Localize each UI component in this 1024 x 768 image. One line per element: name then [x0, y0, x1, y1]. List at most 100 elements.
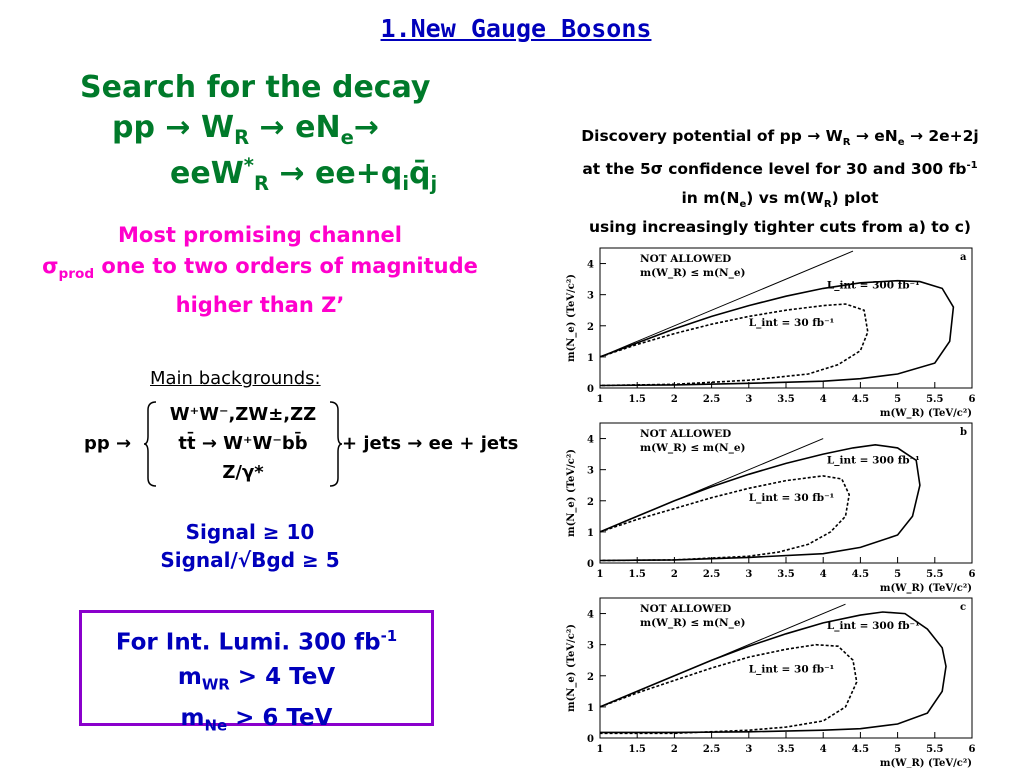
- series-line-0: [599, 250, 854, 358]
- lumi-line3: mNe > 6 TeV: [180, 705, 333, 735]
- annotation-lumi-30: L_int = 30 fb⁻¹: [749, 492, 834, 505]
- x-tick-label: 4.5: [852, 394, 869, 405]
- x-tick-label: 4: [820, 394, 827, 405]
- y-tick-label: 4: [587, 610, 594, 621]
- annotation-lumi-300: L_int = 300 fb⁻¹: [827, 454, 920, 467]
- promising-line3: higher than Z’: [175, 293, 345, 318]
- x-tick-label: 5: [894, 744, 901, 755]
- series-line-1: [599, 443, 921, 562]
- x-tick-label: 1.5: [628, 569, 645, 580]
- y-axis-label: m(N_e) (TeV/c²): [566, 449, 577, 537]
- x-tick-label: 1: [597, 744, 604, 755]
- search-decay-line3: eeW*R → ee+qiq̄j: [170, 154, 438, 195]
- series-line-2: [599, 303, 869, 387]
- y-tick-label: 1: [587, 353, 594, 364]
- annotation-constraint: m(W_R) ≤ m(N_e): [640, 617, 746, 630]
- y-tick-label: 4: [587, 260, 594, 271]
- y-tick-label: 3: [587, 291, 594, 302]
- series-line-2: [599, 643, 858, 735]
- y-tick-label: 0: [587, 559, 594, 570]
- promising-line2: σprod one to two orders of magnitude: [42, 254, 478, 283]
- annotation-lumi-30: L_int = 30 fb⁻¹: [749, 664, 834, 677]
- x-tick-label: 4.5: [852, 744, 869, 755]
- x-tick-label: 3.5: [777, 394, 794, 405]
- x-tick-label: 6: [969, 744, 976, 755]
- search-decay-line2: pp → WR → eNe→: [112, 110, 379, 149]
- formula-rows: W⁺W⁻,ZW±,ZZ tt̄ → W⁺W⁻bb̄ Z/γ*: [158, 400, 328, 487]
- promising-line1: Most promising channel: [118, 223, 402, 247]
- promising-block: Most promising channel σprod one to two …: [20, 220, 500, 321]
- annotation-constraint: m(W_R) ≤ m(N_e): [640, 267, 746, 280]
- y-tick-label: 2: [587, 672, 594, 683]
- x-tick-label: 5: [894, 394, 901, 405]
- x-tick-label: 1: [597, 569, 604, 580]
- x-tick-label: 3.5: [777, 744, 794, 755]
- series-line-2: [599, 475, 851, 562]
- x-tick-label: 5: [894, 569, 901, 580]
- y-tick-label: 0: [587, 734, 594, 745]
- y-tick-label: 2: [587, 497, 594, 508]
- caption-line4: using increasingly tighter cuts from a) …: [588, 218, 972, 237]
- caption-line1: Discovery potential of pp → WR → eNe → 2…: [581, 127, 979, 149]
- x-tick-label: 5.5: [926, 569, 943, 580]
- x-tick-label: 5.5: [926, 394, 943, 405]
- x-tick-label: 6: [969, 569, 976, 580]
- x-tick-label: 3.5: [777, 569, 794, 580]
- caption-line2: at the 5σ confidence level for 30 and 30…: [582, 160, 978, 179]
- formula-tail: + jets → ee + jets: [342, 433, 519, 454]
- x-tick-label: 2.5: [703, 394, 720, 405]
- x-tick-label: 2.5: [703, 744, 720, 755]
- signal-block: Signal ≥ 10 Signal/√Bgd ≥ 5: [100, 518, 400, 574]
- right-brace: [329, 401, 342, 487]
- x-tick-label: 3: [745, 744, 752, 755]
- signal-line2: Signal/√Bgd ≥ 5: [160, 548, 340, 572]
- lumi-box: For Int. Lumi. 300 fb-1 mWR > 4 TeV mNe …: [79, 610, 434, 735]
- y-tick-label: 0: [587, 384, 594, 395]
- y-tick-label: 2: [587, 322, 594, 333]
- x-axis-label: m(W_R) (TeV/c²): [880, 583, 972, 594]
- formula-row1: W⁺W⁻,ZW±,ZZ: [169, 404, 317, 425]
- backgrounds-formula: pp → W⁺W⁻,ZW±,ZZ tt̄ → W⁺W⁻bb̄ Z/γ* + je…: [84, 400, 534, 490]
- x-tick-label: 4: [820, 569, 827, 580]
- x-tick-label: 5.5: [926, 744, 943, 755]
- annotation-lumi-30: L_int = 30 fb⁻¹: [749, 317, 834, 330]
- x-axis-label: m(W_R) (TeV/c²): [880, 758, 972, 768]
- annotation-not-allowed: NOT ALLOWED: [640, 253, 731, 265]
- y-tick-label: 3: [587, 466, 594, 477]
- formula-pp: pp →: [84, 433, 132, 454]
- y-tick-label: 3: [587, 641, 594, 652]
- left-brace: [144, 401, 157, 487]
- x-tick-label: 2.5: [703, 569, 720, 580]
- annotation-lumi-300: L_int = 300 fb⁻¹: [827, 279, 920, 292]
- formula-row3: Z/γ*: [222, 462, 264, 483]
- x-tick-label: 3: [745, 394, 752, 405]
- annotation-lumi-300: L_int = 300 fb⁻¹: [827, 620, 920, 633]
- series-line-1: [599, 611, 947, 734]
- plot-caption: Discovery potential of pp → WR → eNe → 2…: [520, 125, 1024, 239]
- y-axis-label: m(N_e) (TeV/c²): [566, 624, 577, 712]
- panel-label: b: [960, 427, 967, 438]
- panel-label: a: [960, 252, 967, 263]
- x-tick-label: 1.5: [628, 394, 645, 405]
- lumi-line1: For Int. Lumi. 300 fb-1: [115, 627, 398, 656]
- series-line-1: [599, 279, 955, 387]
- search-heading: Search for the decay: [80, 70, 430, 106]
- annotation-not-allowed: NOT ALLOWED: [640, 428, 731, 440]
- x-tick-label: 2: [671, 569, 678, 580]
- x-tick-label: 6: [969, 394, 976, 405]
- y-axis-label: m(N_e) (TeV/c²): [566, 274, 577, 362]
- y-tick-label: 1: [587, 528, 594, 539]
- x-tick-label: 3: [745, 569, 752, 580]
- x-tick-label: 4.5: [852, 569, 869, 580]
- search-line1: Search for the decay: [80, 70, 431, 105]
- caption-line3: in m(Ne) vs m(WR) plot: [681, 189, 879, 211]
- x-tick-label: 2: [671, 744, 678, 755]
- annotation-not-allowed: NOT ALLOWED: [640, 603, 731, 615]
- x-tick-label: 4: [820, 744, 827, 755]
- backgrounds-title: Main backgrounds:: [150, 368, 321, 389]
- x-tick-label: 1: [597, 394, 604, 405]
- slide-title: 1.New Gauge Bosons: [380, 14, 652, 43]
